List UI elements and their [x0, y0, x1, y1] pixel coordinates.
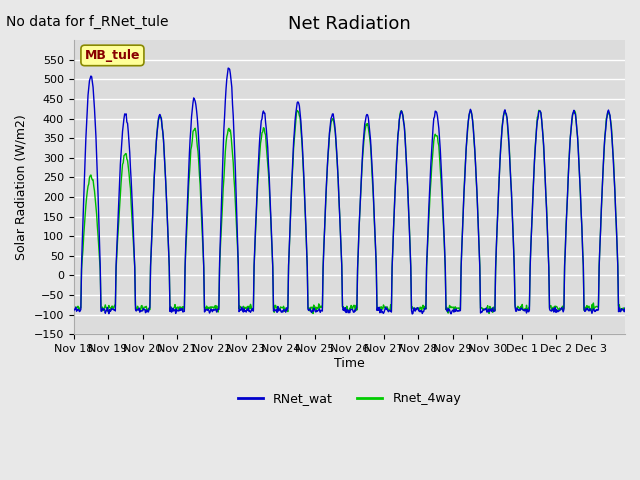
Title: Net Radiation: Net Radiation	[288, 15, 411, 33]
X-axis label: Time: Time	[334, 357, 365, 370]
Legend: RNet_wat, Rnet_4way: RNet_wat, Rnet_4way	[232, 387, 466, 410]
Text: MB_tule: MB_tule	[84, 49, 140, 62]
Text: No data for f_RNet_tule: No data for f_RNet_tule	[6, 14, 169, 28]
Y-axis label: Solar Radiation (W/m2): Solar Radiation (W/m2)	[15, 114, 28, 260]
